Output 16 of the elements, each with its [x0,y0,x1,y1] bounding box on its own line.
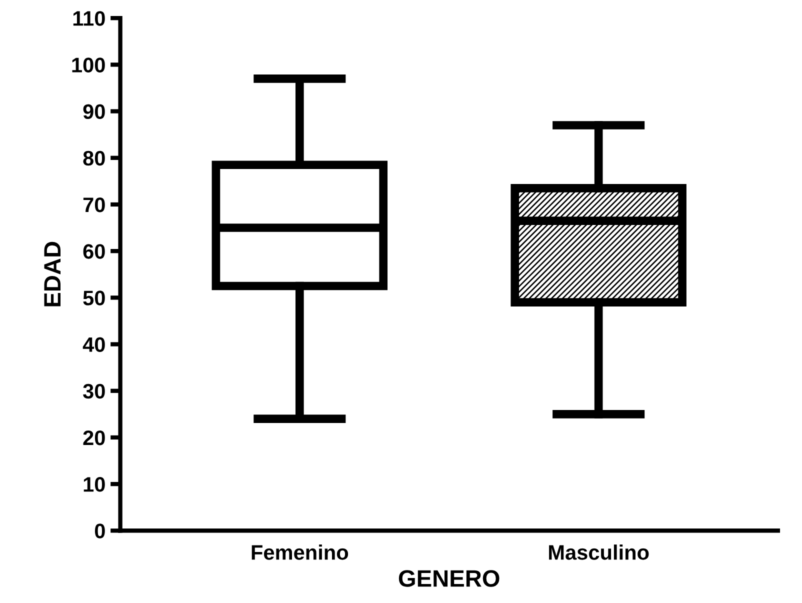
x-axis-title: GENERO [398,570,500,587]
y-tick-label: 40 [82,337,105,352]
y-tick-label: 10 [84,477,105,492]
x-tick-label: Femenino [252,544,348,560]
y-tick-label: 30 [83,384,105,399]
y-tick-label: 50 [83,290,105,306]
y-tick-label: 0 [94,524,105,538]
y-axis-title: EDAD [44,242,61,306]
y-tick-label: 80 [83,150,105,166]
x-tick-label: Masculino [549,544,649,560]
y-tick-label: 110 [73,11,105,26]
y-tick-label: 20 [83,430,105,446]
y-tick-label: 60 [83,244,105,259]
y-tick-label: 70 [83,197,105,212]
y-tick-label: 100 [72,58,105,72]
y-tick-label: 90 [83,104,105,120]
